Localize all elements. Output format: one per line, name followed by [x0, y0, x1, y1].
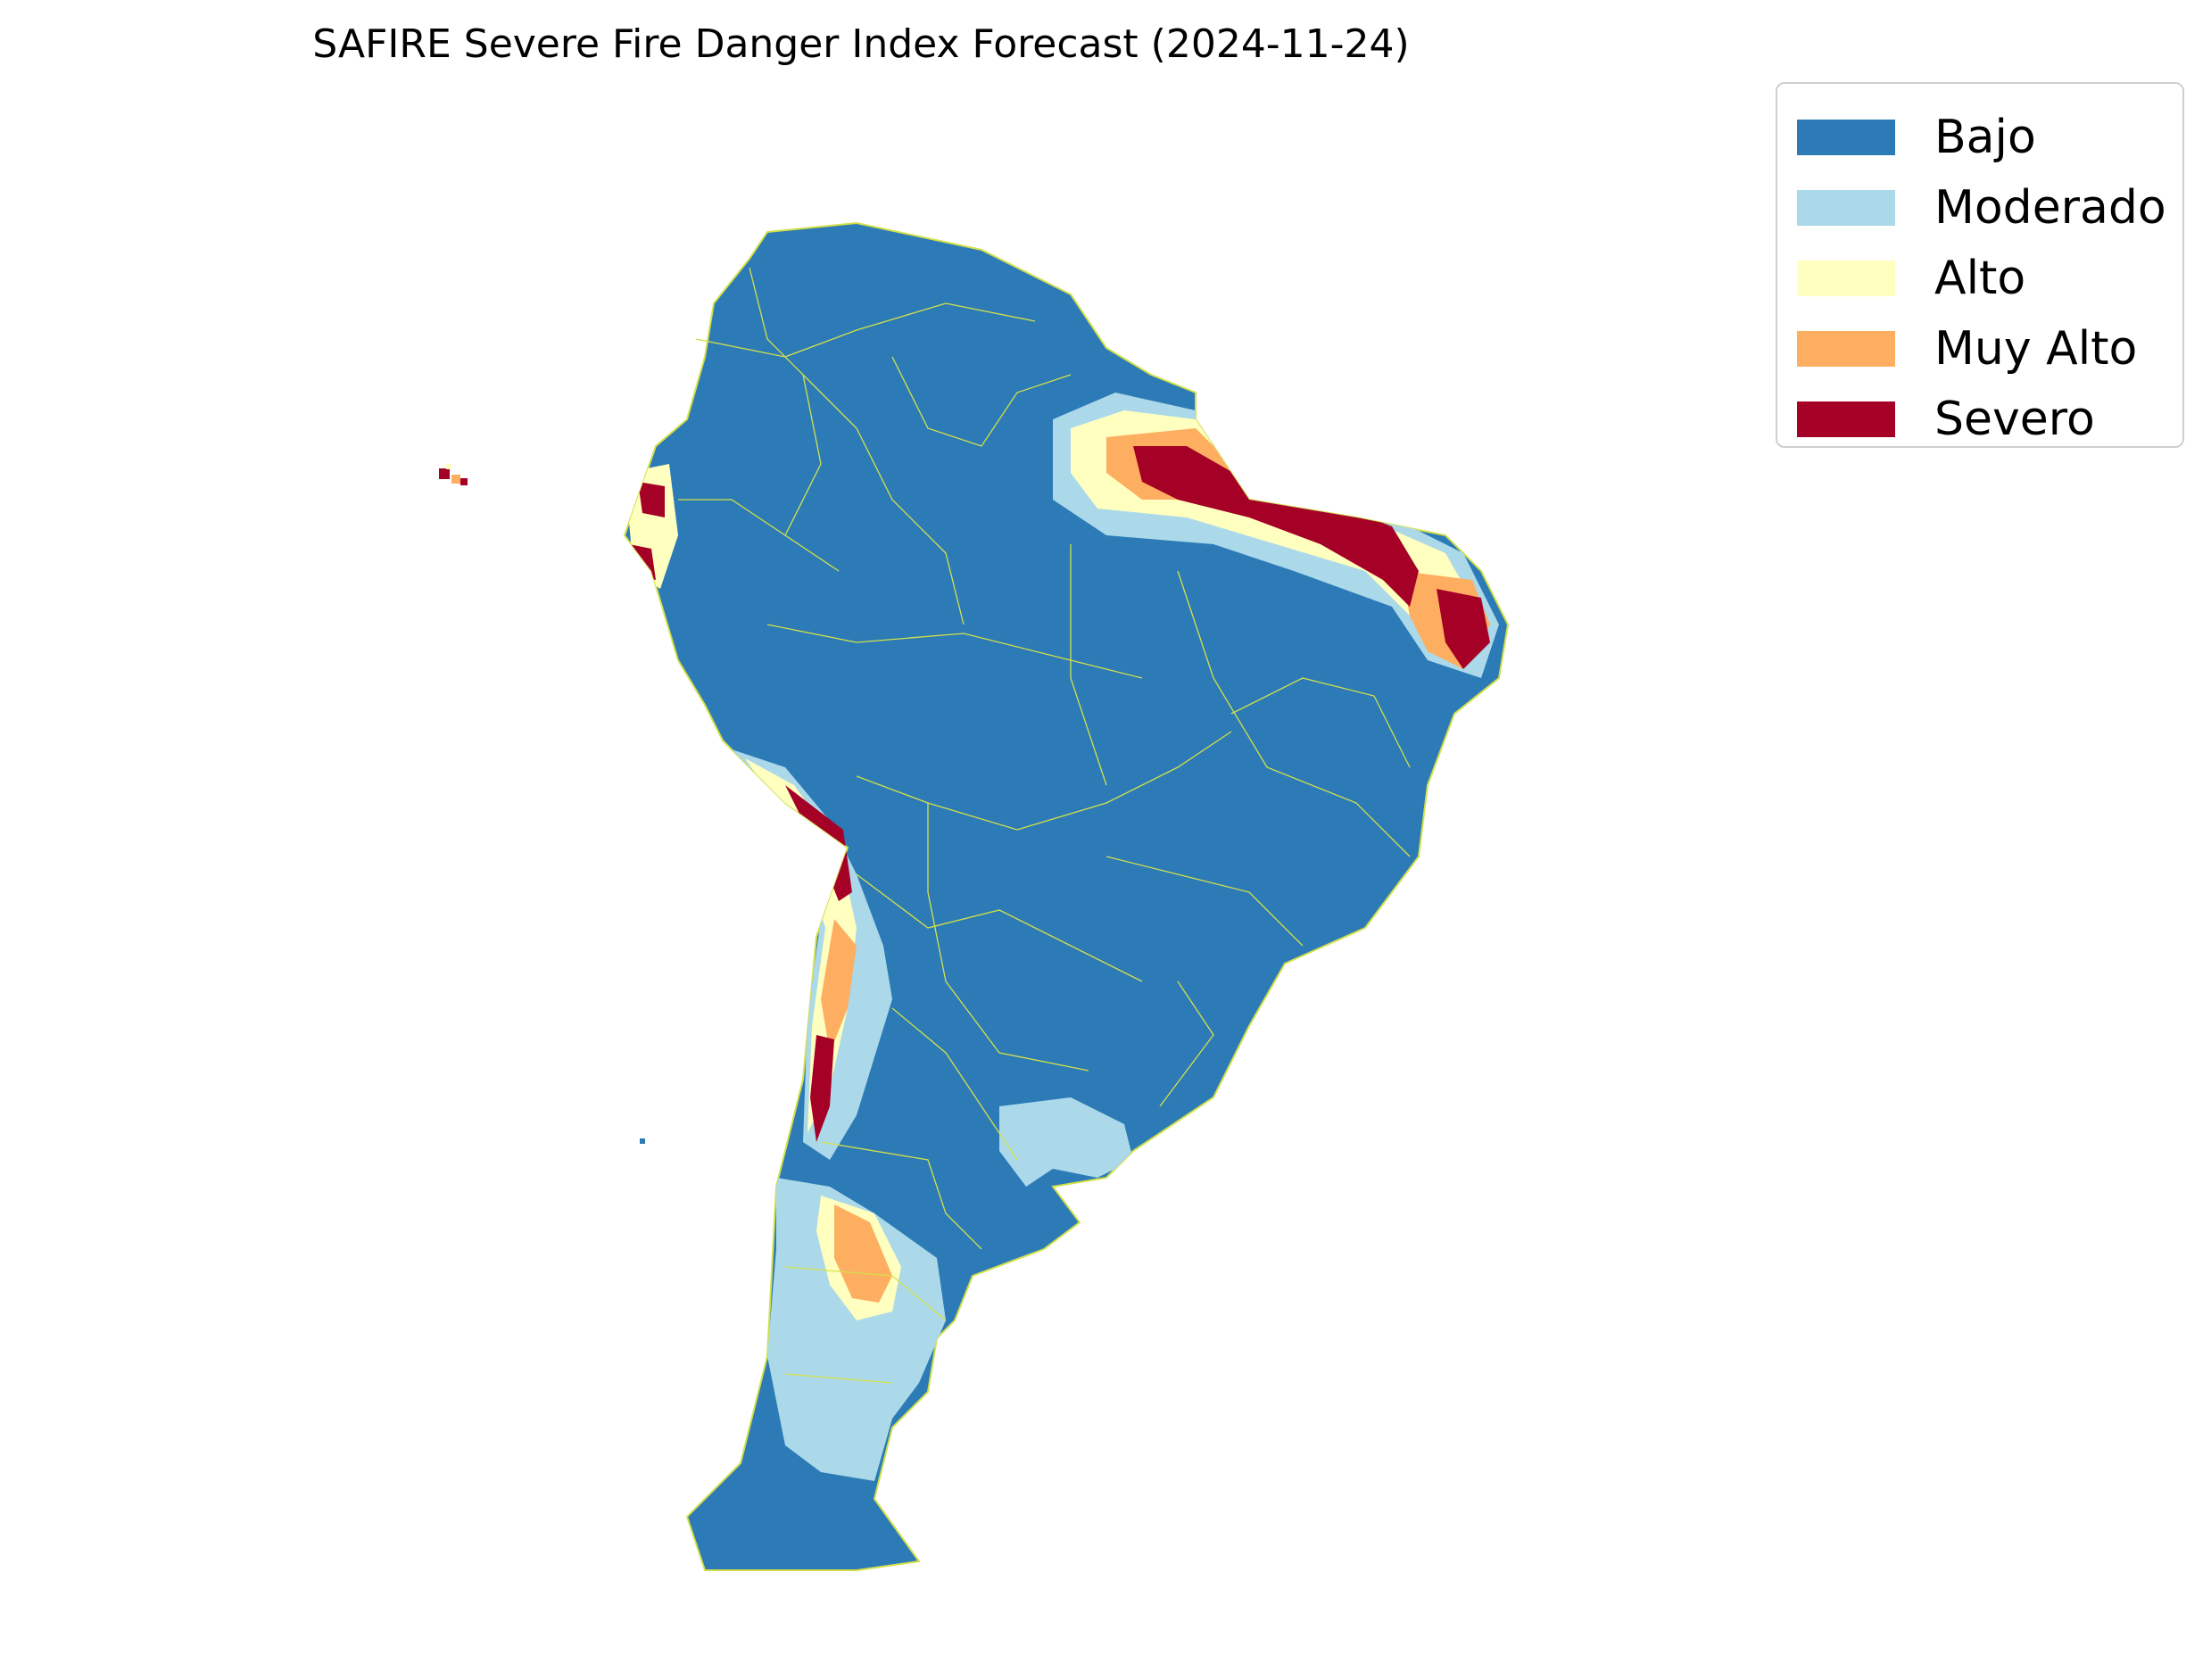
legend-swatch: [1797, 330, 1895, 367]
border-lines: [678, 267, 1411, 1384]
zone-severo-northeast: [1133, 446, 1419, 607]
zone-severo-ecuador: [638, 482, 665, 517]
zone-muyalto-chile: [821, 919, 857, 1053]
zone-muyalto-patagonia: [834, 1204, 892, 1303]
zone-severo-chile-central: [810, 1035, 834, 1142]
juan-fernandez-island: [640, 1138, 645, 1144]
galapagos-islands: [439, 464, 468, 485]
legend-swatch: [1797, 401, 1895, 437]
legend-item: Severo: [1797, 384, 2182, 454]
legend-swatch: [1797, 119, 1895, 155]
zone-moderado-pampas: [999, 1097, 1133, 1187]
legend-label: Severo: [1934, 392, 2095, 446]
legend-label: Moderado: [1934, 180, 2166, 235]
map-title: SAFIRE Severe Fire Danger Index Forecast…: [312, 21, 1410, 67]
zone-severo-rn: [1437, 589, 1490, 669]
legend-swatch: [1797, 260, 1895, 296]
legend: Bajo Moderado Alto Muy Alto Severo: [1776, 82, 2184, 448]
legend-swatch: [1797, 189, 1895, 226]
legend-item: Bajo: [1797, 102, 2182, 172]
legend-label: Muy Alto: [1934, 321, 2138, 376]
legend-item: Alto: [1797, 243, 2182, 313]
zone-moderado-peru-coast: [732, 749, 892, 1160]
legend-label: Alto: [1934, 251, 2026, 305]
legend-item: Moderado: [1797, 172, 2182, 243]
legend-item: Muy Alto: [1797, 313, 2182, 384]
legend-label: Bajo: [1934, 110, 2036, 164]
zone-moderado-patagonia: [767, 1178, 946, 1481]
